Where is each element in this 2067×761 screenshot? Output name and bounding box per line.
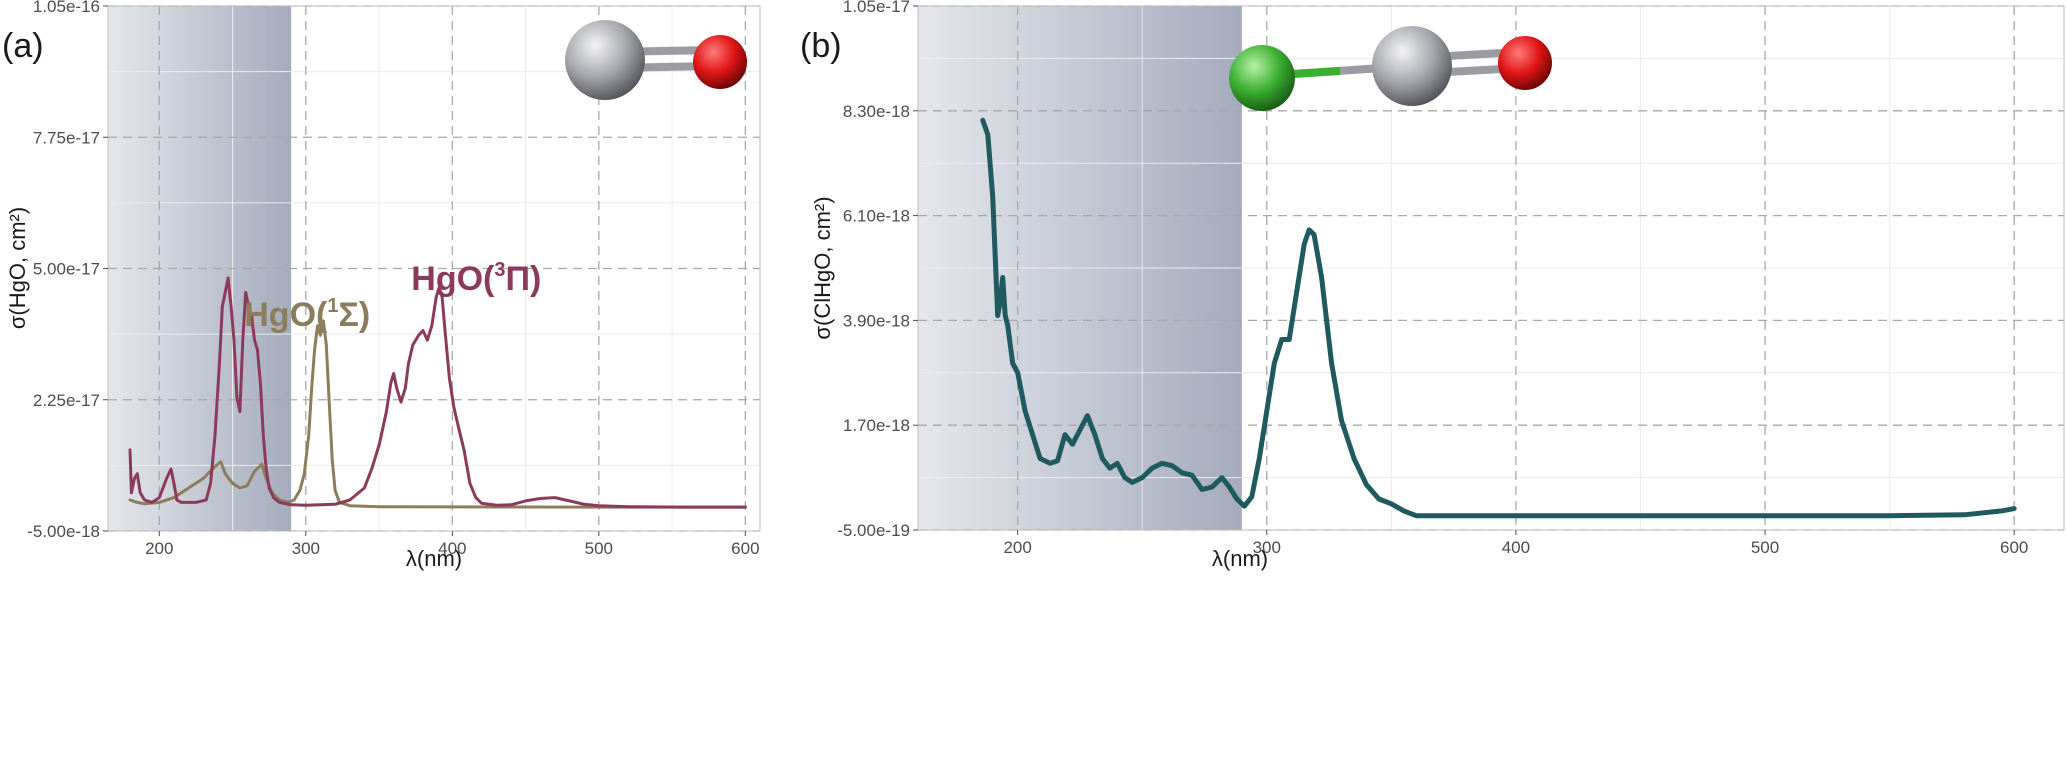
panel-b-x-tick-label: 300 (1253, 538, 1281, 557)
panel-b-y-tick-label: -5.00e-19 (837, 521, 910, 540)
panel-b: (b) -5.00e-19 1.70e-18 3.90e-18 6.10e-18 8.3… (800, 0, 2065, 571)
species-annotation: HgO(1Σ) (244, 295, 370, 334)
panel-b-y-axis-label: σ(ClHgO, cm²) (810, 196, 835, 339)
panel-a-x-tick-label: 400 (438, 539, 466, 558)
clhgo-molecule-icon (1229, 26, 1552, 111)
panel-a: (a) -5.00e-18 2.25e-17 5.00e-17 7.75e-17 1.0… (2, 0, 761, 571)
panel-b-label: (b) (800, 27, 842, 65)
panel-b-y-tick-label: 8.30e-18 (843, 102, 910, 121)
mercury-atom-icon (565, 20, 645, 100)
oxygen-atom-icon (693, 35, 747, 89)
panel-a-x-tick-label: 500 (585, 539, 613, 558)
panel-b-y-tick-label: 6.10e-18 (843, 207, 910, 226)
panel-b-y-tick-label: 3.90e-18 (843, 311, 910, 330)
panel-a-x-tick-label: 200 (145, 539, 173, 558)
panel-a-x-tick-label: 300 (292, 539, 320, 558)
panel-a-label: (a) (2, 27, 44, 65)
oxygen-atom-icon (1498, 36, 1552, 90)
panel-a-x-tick-label: 600 (731, 539, 759, 558)
panel-a-y-tick-label: 5.00e-17 (33, 260, 100, 279)
chlorine-atom-icon (1229, 45, 1295, 111)
panel-b-x-tick-label: 600 (2000, 538, 2028, 557)
panel-a-annotations: HgO(1Σ) HgO(3Π) (244, 259, 541, 334)
panel-a-y-axis: -5.00e-18 2.25e-17 5.00e-17 7.75e-17 1.05e-1… (27, 0, 108, 541)
panel-a-y-axis-label: σ(HgO, cm²) (5, 207, 30, 329)
panel-b-x-tick-label: 400 (1502, 538, 1530, 557)
panel-a-y-tick-label: 2.25e-17 (33, 391, 100, 410)
panel-a-y-tick-label: -5.00e-18 (27, 522, 100, 541)
panel-a-plot-area (107, 5, 761, 532)
panel-b-y-tick-label: 1.05e-17 (843, 0, 910, 16)
panel-a-x-axis-label: λ(nm) (406, 546, 462, 571)
panel-b-y-tick-label: 1.70e-18 (843, 416, 910, 435)
panel-a-y-tick-label: 7.75e-17 (33, 128, 100, 147)
panel-b-y-axis: -5.00e-19 1.70e-18 3.90e-18 6.10e-18 8.30e-1… (837, 0, 918, 540)
panel-b-x-axis-label: λ(nm) (1212, 546, 1268, 571)
panel-a-minor-grid (108, 6, 760, 531)
panel-b-x-tick-label: 500 (1751, 538, 1779, 557)
panel-b-plot-area (917, 5, 2065, 531)
series-line-hgo_1sigma (128, 319, 747, 509)
panel-b-frame (917, 5, 2065, 531)
species-annotation: HgO(3Π) (411, 259, 541, 298)
series-line-hgo_3pi (128, 276, 747, 509)
panel-b-x-axis: 200 300 400 500 600 (1003, 530, 2028, 557)
panel-a-y-tick-label: 1.05e-16 (33, 0, 100, 16)
mercury-atom-icon (1372, 26, 1452, 106)
series-line-clhgo (980, 117, 2017, 519)
panel-b-series (980, 117, 2017, 519)
panel-a-x-axis: 200 300 400 500 600 (145, 531, 760, 558)
hgo-molecule-icon (565, 20, 747, 100)
panel-b-x-tick-label: 200 (1003, 538, 1031, 557)
panel-a-series (128, 276, 747, 509)
